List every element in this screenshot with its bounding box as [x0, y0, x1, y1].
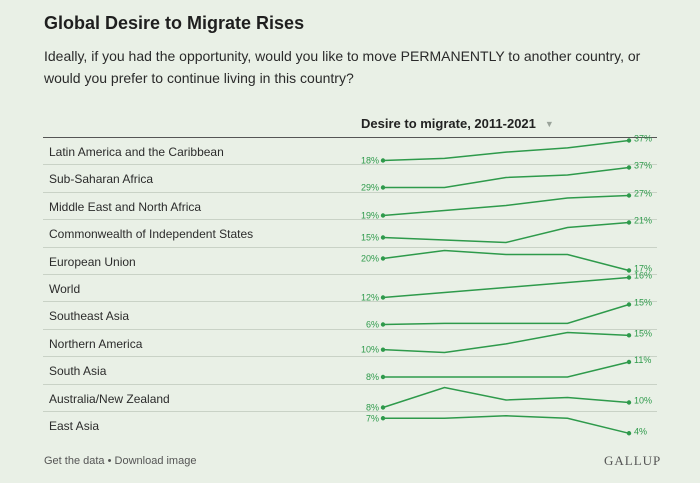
table-row: South Asia 8% 11%	[43, 355, 657, 383]
end-value-label: 15%	[634, 328, 652, 338]
end-point	[626, 138, 632, 143]
end-point	[626, 430, 632, 436]
start-value-label: 10%	[361, 344, 379, 354]
end-point	[626, 359, 632, 365]
table-row: East Asia 7% 4%	[43, 410, 657, 438]
end-point	[626, 165, 632, 171]
start-value-label: 19%	[361, 210, 379, 220]
region-label: World	[49, 281, 81, 296]
end-value-label: 21%	[634, 216, 652, 226]
table-row: Sub-Saharan Africa 29% 37%	[43, 161, 657, 193]
end-point	[626, 220, 632, 225]
start-point	[380, 374, 386, 380]
start-value-label: 20%	[361, 253, 379, 263]
start-value-label: 12%	[361, 292, 379, 302]
end-value-label: 15%	[634, 298, 652, 308]
start-value-label: 29%	[361, 183, 379, 193]
end-point	[626, 302, 632, 308]
start-value-label: 8%	[366, 372, 379, 382]
sparkline: 20% 17%	[361, 249, 652, 273]
survey-question: Ideally, if you had the opportunity, wou…	[44, 48, 641, 86]
start-point	[380, 322, 386, 328]
table-row: Northern America 10% 15%	[43, 328, 657, 356]
end-value-label: 4%	[634, 426, 647, 436]
start-point	[380, 415, 386, 421]
start-value-label: 18%	[361, 156, 379, 166]
region-label: Southeast Asia	[49, 309, 130, 324]
migration-table: Latin America and the Caribbean 18% 37% Sub…	[43, 134, 657, 438]
start-value-label: 7%	[366, 413, 379, 423]
trend-line	[382, 304, 630, 326]
trend-line	[382, 249, 630, 271]
start-point	[380, 404, 386, 410]
sparkline: 18% 37%	[361, 134, 652, 166]
sparkline: 19% 27%	[361, 188, 652, 220]
end-point	[626, 399, 632, 405]
table-row: Southeast Asia 6% 15%	[43, 298, 657, 330]
end-value-label: 37%	[634, 161, 652, 171]
end-value-label: 17%	[634, 263, 652, 273]
region-label: Middle East and North Africa	[49, 199, 202, 214]
start-point	[380, 213, 386, 218]
sort-triangle-down-icon[interactable]: ▼	[544, 118, 554, 129]
region-label: South Asia	[49, 364, 107, 379]
column-header[interactable]: Desire to migrate, 2011-2021 ▼	[361, 116, 554, 131]
table-row: World 12% 16%	[43, 270, 657, 302]
footer-separator: •	[104, 455, 115, 467]
end-point	[626, 275, 632, 280]
end-value-label: 37%	[634, 134, 652, 144]
region-label: Latin America and the Caribbean	[49, 145, 224, 159]
trend-line	[382, 139, 630, 162]
get-data-link[interactable]: Get the data	[44, 455, 105, 467]
start-point	[380, 235, 386, 240]
start-point	[380, 158, 386, 163]
chart-title: Global Desire to Migrate Rises	[44, 13, 305, 33]
start-value-label: 15%	[361, 233, 379, 243]
end-value-label: 10%	[634, 395, 652, 405]
region-label: Sub-Saharan Africa	[49, 172, 154, 187]
region-label: Australia/New Zealand	[49, 391, 170, 406]
trend-line	[382, 221, 630, 244]
trend-line	[382, 276, 630, 299]
sparkline: 6% 15%	[366, 298, 652, 330]
region-label: East Asia	[49, 418, 100, 433]
sparkline: 8% 11%	[366, 355, 651, 382]
region-label: Commonwealth of Independent States	[49, 227, 254, 242]
end-point	[626, 193, 632, 198]
end-point	[626, 267, 632, 273]
sparkline: 12% 16%	[361, 270, 652, 302]
sparkline: 15% 21%	[361, 216, 652, 244]
trend-line	[382, 194, 630, 217]
table-row: European Union 20% 17%	[43, 246, 657, 274]
end-point	[626, 332, 632, 338]
trend-line	[383, 361, 630, 378]
start-point	[380, 347, 386, 352]
trend-line	[383, 167, 630, 189]
column-header-label: Desire to migrate, 2011-2021	[361, 116, 536, 131]
start-value-label: 6%	[366, 320, 379, 330]
table-row: Middle East and North Africa 19% 27%	[43, 188, 657, 220]
sparkline: 29% 37%	[361, 161, 652, 193]
footer-links: Get the data • Download image	[44, 455, 196, 467]
sparkline: 8% 10%	[366, 386, 652, 412]
table-row: Commonwealth of Independent States 15% 21%	[43, 216, 657, 246]
end-value-label: 16%	[634, 270, 652, 280]
region-label: Northern America	[49, 336, 143, 351]
table-row: Australia/New Zealand 8% 10%	[43, 383, 657, 412]
sparkline: 7% 4%	[366, 413, 647, 436]
trend-line	[383, 414, 630, 434]
region-label: European Union	[49, 254, 136, 269]
sparkline: 10% 15%	[361, 328, 652, 354]
table-row: Latin America and the Caribbean 18% 37%	[43, 134, 657, 166]
start-point	[380, 295, 386, 300]
start-value-label: 8%	[366, 402, 379, 412]
end-value-label: 11%	[634, 355, 651, 365]
trend-line	[382, 386, 630, 408]
start-point	[380, 185, 386, 191]
download-image-link[interactable]: Download image	[114, 455, 197, 467]
end-value-label: 27%	[634, 188, 652, 198]
gallup-logo: GALLUP	[604, 453, 662, 468]
start-point	[380, 255, 386, 261]
trend-line	[382, 331, 630, 353]
